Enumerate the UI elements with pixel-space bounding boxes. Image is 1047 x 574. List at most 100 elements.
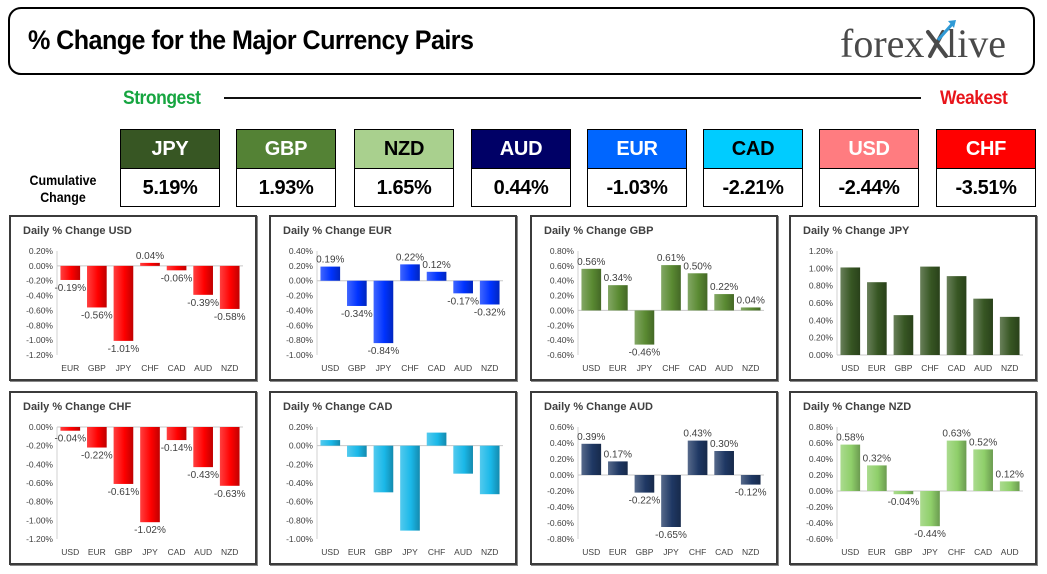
x-tick-label: CAD — [168, 363, 186, 373]
bar-gbp — [893, 491, 914, 495]
y-tick-label: 0.80% — [550, 246, 575, 256]
x-tick-label: GBP — [114, 547, 132, 557]
weakest-label: Weakest — [940, 88, 1008, 109]
data-label: 0.12% — [422, 260, 450, 271]
data-label: -0.22% — [81, 451, 113, 462]
x-tick-label: EUR — [868, 547, 886, 557]
bar-chf — [946, 440, 967, 491]
y-tick-label: 0.00% — [809, 486, 834, 496]
bar-cad — [714, 451, 734, 475]
currency-tile-eur: EUR -1.03% — [587, 129, 687, 207]
y-tick-label: 1.20% — [809, 246, 834, 256]
x-tick-label: GBP — [88, 363, 106, 373]
y-tick-label: -0.60% — [547, 350, 574, 360]
bar-usd — [60, 427, 81, 431]
y-tick-label: 0.20% — [809, 333, 834, 343]
bar-jpy — [113, 265, 134, 341]
cumulative-label-line1: Cumulative — [29, 173, 97, 188]
strength-scale-line — [224, 97, 921, 99]
data-label: -0.56% — [81, 310, 113, 321]
data-label: -0.61% — [108, 487, 140, 498]
y-tick-label: -1.00% — [26, 335, 53, 345]
currency-tile-usd: USD -2.44% — [819, 129, 919, 207]
data-label: -0.43% — [187, 470, 219, 481]
data-label: -0.22% — [629, 496, 661, 507]
bar-nzd — [999, 316, 1020, 355]
y-tick-label: 0.20% — [550, 291, 575, 301]
bar-aud — [193, 427, 213, 468]
y-tick-label: -0.60% — [286, 320, 313, 330]
bar-nzd — [219, 265, 240, 309]
bar-aud — [999, 481, 1020, 491]
bar-cad — [946, 276, 967, 355]
x-tick-label: CAD — [948, 363, 966, 373]
currency-tile-chf: CHF -3.51% — [936, 129, 1036, 207]
currency-tile-jpy: JPY 5.19% — [120, 129, 220, 207]
data-label: -0.44% — [914, 529, 946, 540]
strongest-label: Strongest — [123, 88, 201, 109]
bar-gbp — [893, 315, 914, 355]
y-tick-label: 0.00% — [289, 441, 314, 451]
chart-title: Daily % Change CAD — [283, 401, 392, 413]
data-label: 0.12% — [996, 469, 1024, 480]
y-tick-label: 0.20% — [29, 246, 54, 256]
data-label: -0.17% — [447, 296, 479, 307]
x-tick-label: AUD — [454, 547, 472, 557]
bar-gbp — [373, 445, 394, 493]
x-tick-label: GBP — [894, 547, 912, 557]
y-tick-label: -0.60% — [26, 305, 53, 315]
currency-code: USD — [820, 130, 918, 169]
y-tick-label: 0.00% — [809, 350, 834, 360]
data-label: 0.22% — [396, 252, 424, 263]
x-tick-label: JPY — [376, 363, 392, 373]
y-tick-label: -0.80% — [286, 335, 313, 345]
x-tick-label: CHF — [689, 547, 706, 557]
bar-cad — [166, 265, 187, 271]
y-tick-label: 0.20% — [289, 261, 314, 271]
chart-gbp: Daily % Change GBP 0.80% 0.60% 0.40% 0.20% 0.… — [544, 225, 765, 373]
header-banner: % Change for the Major Currency Pairs fo… — [8, 7, 1035, 75]
data-label: -0.63% — [214, 489, 246, 500]
x-tick-label: AUD — [194, 363, 212, 373]
x-tick-label: CHF — [948, 547, 965, 557]
y-tick-label: -0.80% — [286, 515, 313, 525]
bar-aud — [193, 265, 213, 295]
y-tick-label: -0.40% — [286, 478, 313, 488]
cumulative-change-value: -3.51% — [955, 177, 1017, 199]
data-label: 0.52% — [969, 437, 997, 448]
x-tick-label: NZD — [481, 547, 498, 557]
bar-usd — [581, 268, 602, 311]
bar-gbp — [347, 280, 367, 306]
y-tick-label: -0.20% — [547, 320, 574, 330]
y-tick-label: -1.20% — [26, 534, 53, 544]
currency-tile-nzd: NZD 1.65% — [354, 129, 454, 207]
chart-title: Daily % Change EUR — [283, 225, 392, 237]
currency-code: EUR — [588, 130, 686, 169]
cumulative-change-value: -1.03% — [606, 177, 668, 199]
chart-panel-chf: Daily % Change CHF 0.00% -0.20% -0.40% -0.60… — [9, 391, 257, 565]
y-tick-label: -1.20% — [26, 350, 53, 360]
y-tick-label: -0.40% — [26, 459, 53, 469]
bar-cad — [687, 273, 708, 311]
chart-eur: Daily % Change EUR 0.40% 0.20% 0.00% -0.20% -… — [283, 225, 506, 373]
bar-chf — [920, 266, 940, 355]
data-label: 0.32% — [863, 453, 891, 464]
y-tick-label: 0.60% — [550, 261, 575, 271]
bar-nzd — [479, 445, 500, 495]
cumulative-change-value: 1.65% — [376, 177, 432, 199]
data-label: -0.65% — [655, 530, 687, 541]
currency-tile-aud: AUD 0.44% — [471, 129, 571, 207]
y-tick-label: 0.40% — [289, 246, 314, 256]
y-tick-label: 1.00% — [809, 263, 834, 273]
bar-nzd — [479, 280, 500, 305]
x-tick-label: CHF — [401, 363, 418, 373]
data-label: -0.12% — [735, 488, 767, 499]
bar-eur — [608, 461, 628, 475]
x-tick-label: CAD — [974, 547, 992, 557]
y-tick-label: 0.20% — [550, 454, 575, 464]
chart-panel-nzd: Daily % Change NZD 0.80% 0.60% 0.40% 0.20% 0.… — [789, 391, 1037, 565]
y-tick-label: -0.80% — [26, 320, 53, 330]
y-tick-label: 0.40% — [809, 315, 834, 325]
data-label: -1.02% — [134, 525, 166, 536]
y-tick-label: 0.80% — [809, 422, 834, 432]
